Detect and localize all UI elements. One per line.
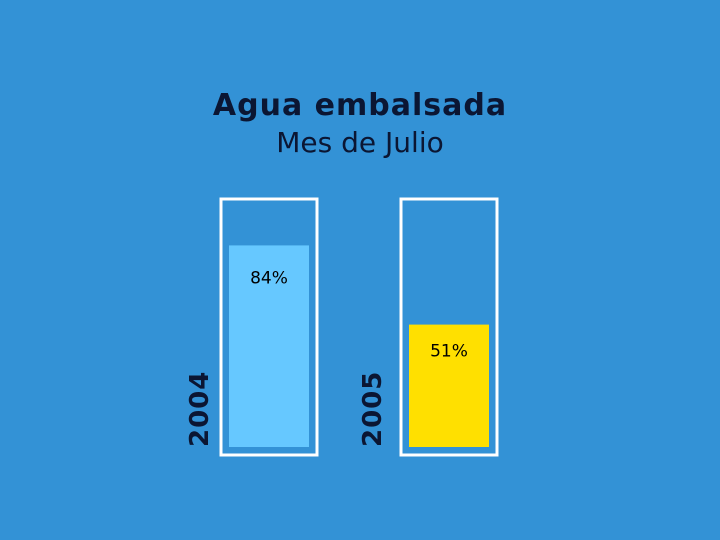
data-label-2004: 84% <box>250 268 288 288</box>
category-label-2005: 2005 <box>358 371 388 447</box>
category-label-2004: 2004 <box>185 371 215 447</box>
chart-title-block: Agua embalsada Mes de Julio <box>0 88 720 162</box>
data-label-2005: 51% <box>430 342 468 362</box>
bar-frame-2005 <box>399 197 499 457</box>
chart-subtitle: Mes de Julio <box>276 126 444 159</box>
bar-frame-2004 <box>219 197 319 457</box>
chart-title: Agua embalsada <box>212 88 508 123</box>
bar-2005 <box>409 324 489 447</box>
bar-2004 <box>229 245 309 447</box>
